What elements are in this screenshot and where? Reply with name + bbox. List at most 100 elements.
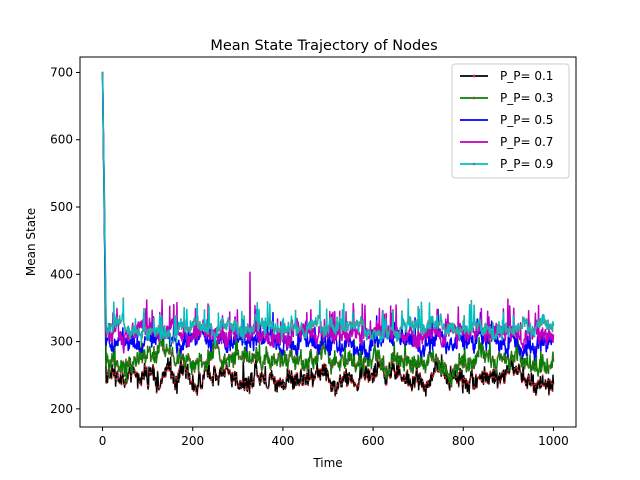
data-point <box>304 375 307 378</box>
data-point <box>185 326 188 329</box>
data-point <box>143 307 145 310</box>
data-point <box>288 353 291 356</box>
data-point <box>305 336 308 339</box>
data-point <box>522 364 525 366</box>
data-point <box>545 381 548 384</box>
data-point <box>371 337 374 340</box>
data-point <box>306 370 309 373</box>
data-point <box>280 379 283 382</box>
data-point <box>173 363 176 366</box>
data-point <box>520 327 523 329</box>
data-point <box>163 348 166 351</box>
data-point <box>346 384 349 387</box>
series-markers <box>101 71 555 388</box>
data-point <box>186 360 189 362</box>
data-point <box>112 328 115 331</box>
plot-frame <box>79 56 577 428</box>
data-point <box>400 375 402 378</box>
data-point <box>312 367 315 370</box>
data-point <box>425 328 428 331</box>
legend: P_P= 0.1 P_P= 0.3 P_P= 0.5 P_P= 0.7 P_P= 0.9 <box>451 63 570 179</box>
data-point <box>205 324 208 327</box>
data-point <box>435 356 438 359</box>
data-point <box>230 381 233 384</box>
data-point <box>499 325 502 328</box>
data-point <box>110 323 113 326</box>
data-point <box>279 377 282 380</box>
data-point <box>302 384 305 386</box>
data-point <box>477 355 480 358</box>
data-point <box>300 361 303 364</box>
data-point <box>390 365 393 368</box>
data-point <box>493 366 495 369</box>
data-point <box>436 369 439 372</box>
x-tick-label: 200 <box>181 434 204 448</box>
data-point <box>138 380 141 383</box>
data-point <box>420 310 423 313</box>
data-point <box>369 330 372 333</box>
data-point <box>421 380 424 383</box>
data-point <box>163 325 166 327</box>
data-point <box>426 380 429 383</box>
data-point <box>548 325 550 328</box>
data-point <box>287 371 290 374</box>
data-point <box>264 380 267 383</box>
data-point <box>265 325 268 327</box>
data-point <box>171 340 173 343</box>
data-point <box>259 355 262 358</box>
data-point <box>108 377 111 379</box>
data-point <box>262 327 264 330</box>
data-point <box>521 316 524 319</box>
data-point <box>393 360 396 362</box>
data-point <box>440 353 443 356</box>
data-point <box>375 334 378 337</box>
data-point <box>200 329 203 332</box>
data-point <box>363 323 365 326</box>
data-point <box>152 363 154 366</box>
data-point <box>251 386 254 389</box>
data-point <box>213 337 216 339</box>
data-point <box>511 333 514 335</box>
data-point <box>217 345 219 348</box>
data-point <box>533 335 536 338</box>
data-point <box>309 375 311 378</box>
data-point <box>158 325 161 328</box>
data-point <box>415 324 418 327</box>
data-point <box>282 382 285 385</box>
data-point <box>318 300 321 302</box>
data-point <box>441 359 444 362</box>
data-point <box>346 329 349 332</box>
data-point <box>380 366 383 369</box>
data-point <box>265 349 268 352</box>
data-point <box>331 366 334 369</box>
data-point <box>369 358 372 361</box>
data-point <box>223 326 226 329</box>
data-point <box>157 348 160 351</box>
data-point <box>349 356 352 359</box>
data-point <box>405 329 408 332</box>
data-point <box>496 324 499 326</box>
data-point <box>370 335 373 337</box>
data-point <box>324 327 327 330</box>
data-point <box>329 383 332 386</box>
data-point <box>499 382 502 385</box>
legend-marker <box>472 162 476 166</box>
data-point <box>310 377 313 380</box>
data-point <box>266 351 269 354</box>
data-point <box>467 333 470 336</box>
data-point <box>423 332 426 335</box>
data-point <box>254 316 257 319</box>
data-point <box>300 349 302 351</box>
data-point <box>130 333 133 336</box>
data-point <box>144 368 147 371</box>
data-point <box>294 366 297 369</box>
data-point <box>308 328 310 331</box>
data-point <box>144 354 146 356</box>
data-point <box>530 385 532 387</box>
data-point <box>208 363 210 366</box>
data-point <box>126 360 129 363</box>
data-point <box>406 369 409 372</box>
data-point <box>328 381 330 384</box>
data-point <box>452 368 455 371</box>
data-point <box>313 321 316 324</box>
